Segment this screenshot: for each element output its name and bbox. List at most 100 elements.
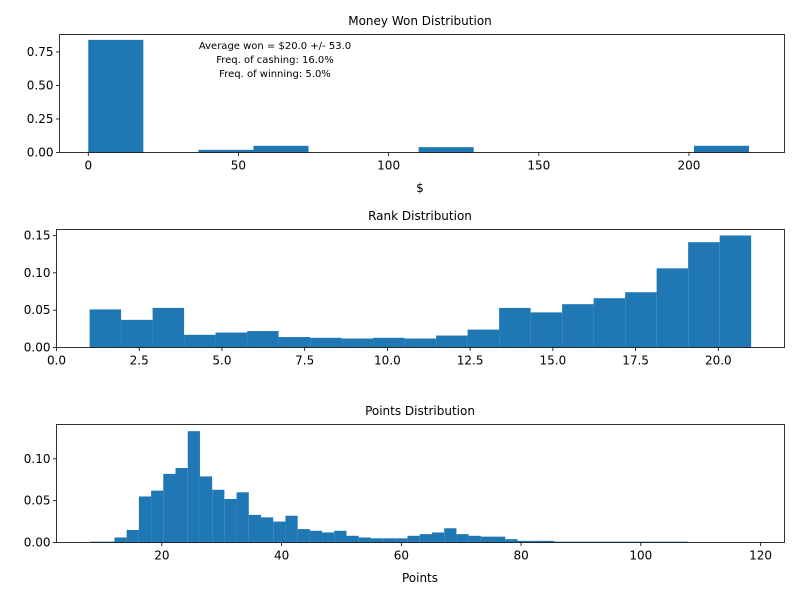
points-x-tick-label: 40 bbox=[274, 549, 289, 563]
average-won-annotation: Average won = $20.0 +/- 53.0 bbox=[199, 41, 351, 52]
points-bar bbox=[566, 541, 579, 543]
points-xlabel: Points bbox=[402, 571, 438, 585]
points-y-tick-label: 0.00 bbox=[24, 536, 51, 550]
points-bar bbox=[273, 521, 286, 543]
rank-x-tick-label: 10.0 bbox=[374, 354, 401, 368]
points-x-ticks: 20 40 60 80 100 120 bbox=[154, 542, 772, 563]
money-won-title: Money Won Distribution bbox=[348, 14, 492, 28]
points-bar bbox=[224, 498, 237, 543]
points-bar bbox=[151, 490, 164, 543]
points-bar bbox=[187, 431, 200, 543]
rank-y-tick-label: 0.10 bbox=[24, 266, 51, 280]
rank-bar bbox=[656, 268, 689, 348]
rank-bar bbox=[89, 309, 122, 348]
money-won-xlabel: $ bbox=[416, 181, 424, 195]
rank-bar bbox=[152, 307, 185, 348]
rank-x-tick-label: 5.0 bbox=[212, 354, 231, 368]
points-x-tick-label: 60 bbox=[394, 549, 409, 563]
points-title: Points Distribution bbox=[365, 404, 475, 418]
points-bar bbox=[285, 515, 298, 543]
rank-bar bbox=[278, 337, 311, 348]
points-bar bbox=[383, 538, 396, 543]
points-bar bbox=[102, 541, 115, 543]
money-won-x-tick-label: 150 bbox=[527, 159, 550, 173]
points-bar bbox=[248, 514, 262, 543]
points-bar bbox=[444, 528, 457, 543]
points-bar bbox=[309, 530, 323, 543]
rank-bar bbox=[625, 292, 657, 348]
points-bar bbox=[627, 541, 640, 543]
rank-bar bbox=[593, 298, 626, 348]
points-bar bbox=[370, 538, 384, 543]
points-bar bbox=[419, 534, 432, 543]
rank-y-tick-label: 0.00 bbox=[24, 341, 51, 355]
points-bar bbox=[554, 541, 567, 543]
rank-bar bbox=[719, 235, 752, 348]
points-bar bbox=[431, 532, 445, 543]
rank-x-tick-label: 20.0 bbox=[705, 354, 732, 368]
rank-title: Rank Distribution bbox=[368, 209, 472, 223]
points-bar bbox=[199, 476, 213, 543]
points-frame bbox=[56, 424, 785, 543]
rank-bar bbox=[499, 307, 531, 348]
rank-x-ticks: 0.0 2.5 5.0 7.5 10.0 12.5 15.0 17.5 20.0 bbox=[47, 347, 732, 368]
points-bar bbox=[322, 532, 335, 543]
points-x-tick-label: 100 bbox=[629, 549, 652, 563]
points-bar bbox=[90, 541, 103, 543]
rank-bar bbox=[562, 304, 594, 348]
points-bar bbox=[297, 529, 310, 543]
money-won-panel: Money Won Distribution 0 50 100 150 200 0.00… bbox=[27, 14, 785, 195]
money-won-bar bbox=[88, 39, 144, 153]
points-bar bbox=[493, 536, 506, 543]
points-bar bbox=[602, 541, 616, 543]
rank-x-tick-label: 0.0 bbox=[47, 354, 66, 368]
points-bar bbox=[163, 473, 176, 543]
points-bar bbox=[114, 537, 127, 543]
rank-bar bbox=[373, 337, 405, 348]
rank-bar bbox=[341, 338, 374, 348]
points-bar bbox=[480, 536, 494, 543]
points-y-tick-label: 0.10 bbox=[24, 452, 51, 466]
rank-y-tick-label: 0.05 bbox=[24, 303, 51, 317]
rank-x-tick-label: 2.5 bbox=[130, 354, 149, 368]
rank-panel: Rank Distribution 0.0 2.5 5.0 7.5 10.0 12.5 15… bbox=[24, 209, 785, 368]
rank-bar bbox=[247, 331, 279, 348]
money-won-x-tick-label: 200 bbox=[678, 159, 701, 173]
money-won-y-tick-label: 0.50 bbox=[27, 78, 54, 92]
points-bar bbox=[639, 541, 652, 543]
rank-bar bbox=[436, 335, 468, 348]
points-bar bbox=[358, 537, 371, 543]
rank-bar bbox=[310, 337, 342, 348]
points-panel: Points Distribution 20 40 60 80 100 120 0.000… bbox=[24, 404, 785, 585]
points-bar bbox=[138, 496, 152, 543]
money-won-bar bbox=[253, 145, 309, 153]
points-bar bbox=[334, 530, 347, 543]
points-bar bbox=[126, 529, 139, 543]
money-won-bars bbox=[88, 39, 750, 153]
money-won-bar bbox=[198, 149, 254, 153]
points-bar bbox=[175, 468, 188, 543]
rank-y-tick-label: 0.15 bbox=[24, 228, 51, 242]
points-bar bbox=[395, 538, 408, 543]
rank-bar bbox=[404, 338, 437, 348]
points-x-tick-label: 20 bbox=[154, 549, 169, 563]
rank-x-tick-label: 15.0 bbox=[540, 354, 567, 368]
points-bar bbox=[261, 517, 274, 543]
money-won-bar bbox=[694, 145, 750, 153]
points-bar bbox=[664, 541, 677, 543]
money-won-y-tick-label: 0.00 bbox=[27, 146, 54, 160]
points-bar bbox=[212, 489, 225, 543]
money-won-y-tick-label: 0.25 bbox=[27, 112, 54, 126]
rank-bar bbox=[467, 329, 500, 348]
points-bar bbox=[676, 541, 689, 543]
money-won-x-tick-label: 0 bbox=[84, 159, 92, 173]
rank-x-tick-label: 12.5 bbox=[457, 354, 484, 368]
rank-bars bbox=[89, 235, 752, 348]
points-bar bbox=[590, 541, 603, 543]
money-won-x-ticks: 0 50 100 150 200 bbox=[84, 152, 701, 173]
money-won-y-ticks: 0.00 0.25 0.50 0.75 bbox=[27, 45, 60, 160]
points-bar bbox=[346, 535, 359, 543]
points-y-tick-label: 0.05 bbox=[24, 494, 51, 508]
points-bars bbox=[90, 431, 689, 543]
